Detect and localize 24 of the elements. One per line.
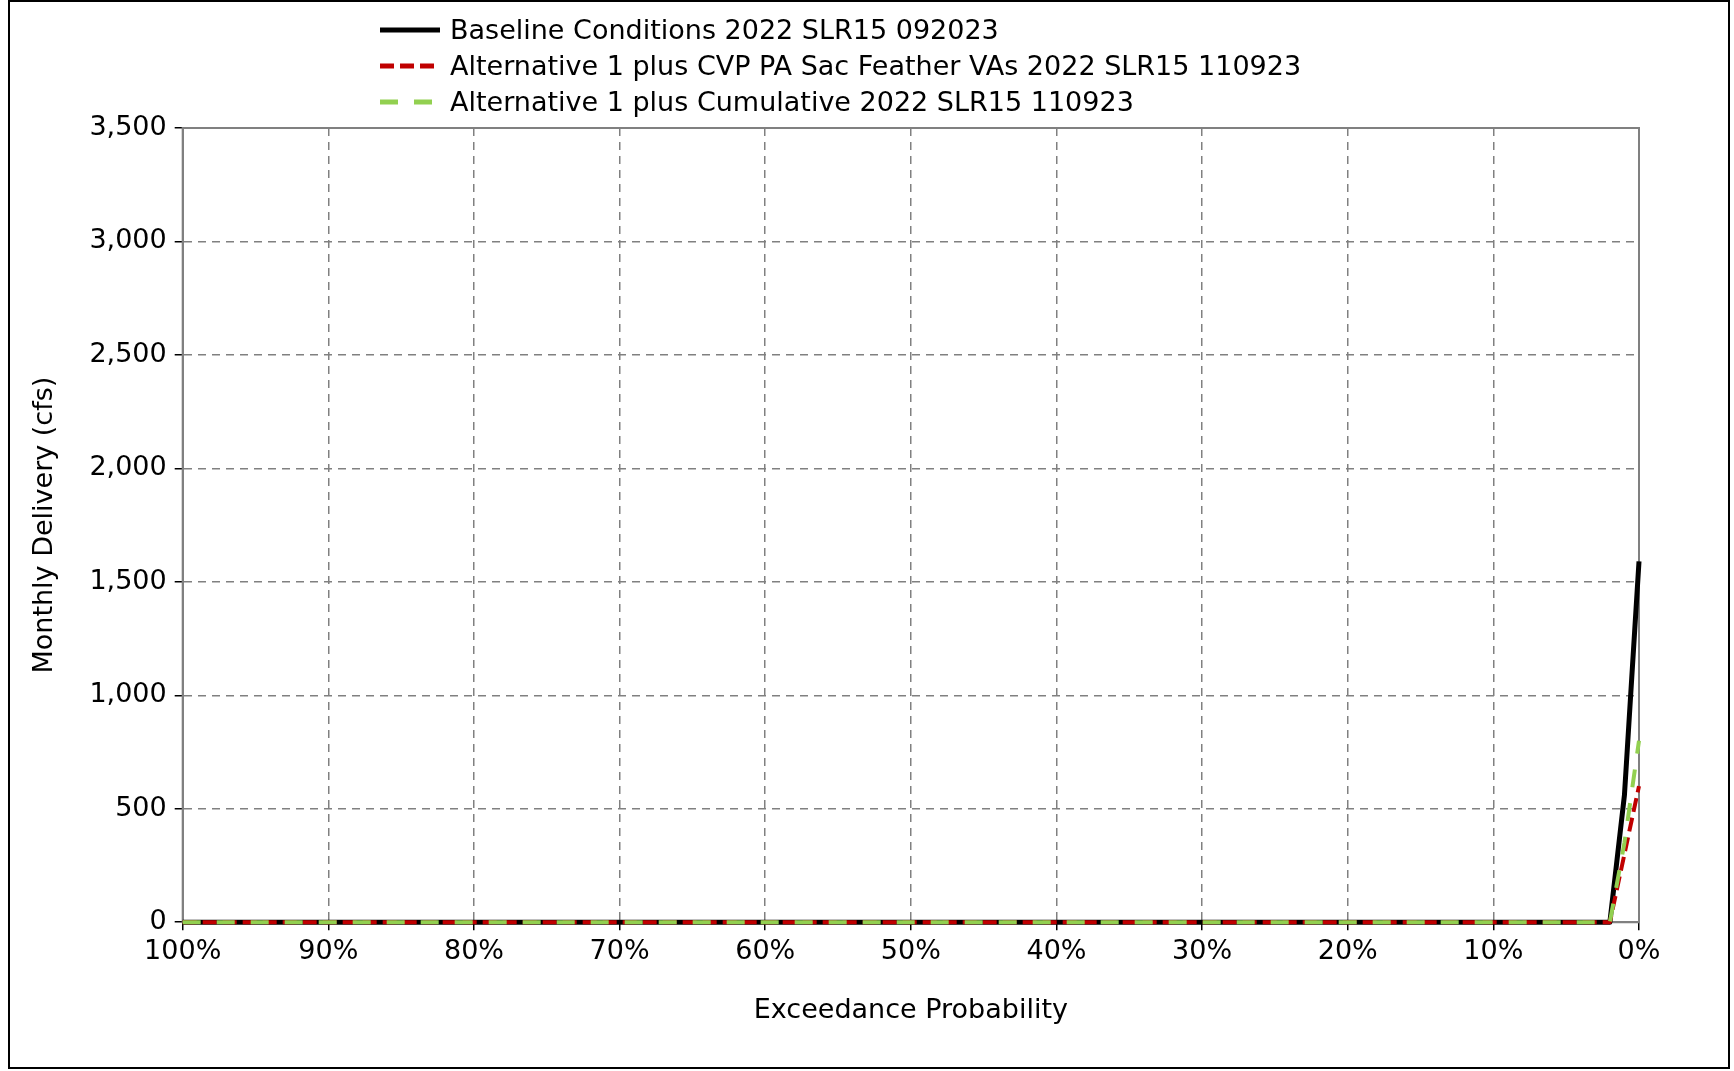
x-tick-label: 70% (589, 934, 650, 966)
x-tick-label: 40% (1026, 934, 1087, 966)
y-tick-label: 1,000 (89, 677, 167, 709)
x-tick-label: 10% (1463, 934, 1524, 966)
y-tick-label: 500 (115, 790, 167, 822)
x-tick-label: 80% (443, 934, 504, 966)
y-tick-label: 3,500 (89, 110, 167, 142)
x-tick-label: 50% (880, 934, 941, 966)
x-axis-title: Exceedance Probability (753, 992, 1068, 1024)
x-tick-label: 20% (1317, 934, 1378, 966)
legend-label: Alternative 1 plus CVP PA Sac Feather VAs 2022 SLR15 110923 (450, 49, 1302, 83)
y-tick-label: 2,500 (89, 336, 167, 368)
x-tick-label: 90% (298, 934, 359, 966)
x-tick-label: 30% (1172, 934, 1233, 966)
y-tick-label: 3,000 (89, 223, 167, 255)
legend-label: Baseline Conditions 2022 SLR15 092023 (450, 13, 999, 47)
y-axis-title: Monthly Delivery (cfs) (27, 376, 59, 674)
y-tick-label: 1,500 (89, 563, 167, 595)
x-tick-label: 0% (1617, 934, 1661, 966)
legend-label: Alternative 1 plus Cumulative 2022 SLR15 110923 (450, 85, 1134, 119)
y-tick-label: 2,000 (89, 450, 167, 482)
x-tick-label: 60% (735, 934, 796, 966)
x-tick-label: 100% (144, 934, 222, 966)
y-tick-label: 0 (149, 904, 167, 936)
